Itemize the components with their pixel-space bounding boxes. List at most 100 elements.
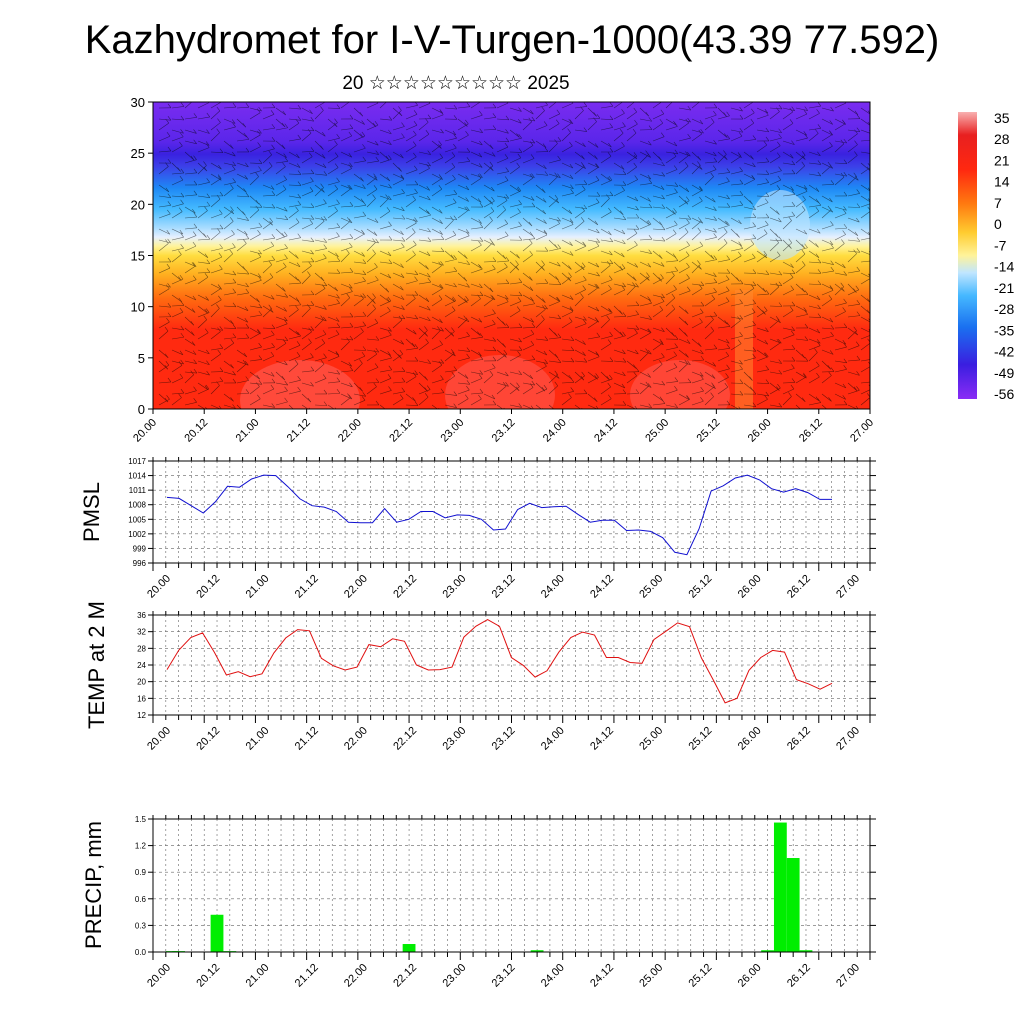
wind-barb-flag (372, 293, 376, 298)
wind-barb-flag (362, 270, 367, 275)
wind-barb-flag (323, 316, 327, 322)
wind-barb-flag (504, 176, 509, 181)
wind-barb-flag (297, 233, 302, 238)
wind-barb-stroke (795, 253, 806, 263)
wind-barb-stroke (587, 217, 599, 226)
wind-barb-stroke (223, 182, 236, 186)
wind-barb-stroke (561, 272, 572, 282)
wind-barb-flag (192, 231, 197, 236)
y-tick-label: 0.6 (135, 895, 147, 904)
wind-barb-flag (557, 244, 561, 249)
wind-barb-flag (775, 238, 779, 243)
wind-barb-flag (230, 206, 234, 211)
wind-barb-stroke (522, 107, 534, 115)
wind-barb-flag (232, 178, 236, 183)
wind-barb-flag (465, 185, 470, 191)
wind-barb-flag (401, 206, 405, 212)
wind-barb-flag (750, 240, 755, 245)
wind-barb-flag (817, 124, 822, 129)
wind-barb-stroke (496, 223, 508, 230)
wind-barb-flag (334, 286, 338, 292)
wind-barb-flag (479, 202, 484, 208)
wind-barb-stroke (288, 162, 301, 168)
wind-barb-flag (518, 199, 522, 205)
wind-barb-flag (661, 293, 665, 299)
wind-barb-stroke (392, 272, 405, 278)
wind-barb-stroke (236, 173, 248, 180)
wind-barb-flag (570, 188, 574, 194)
wind-barb-stroke (756, 254, 767, 263)
wind-barb-flag (856, 237, 861, 242)
wind-barb-flag (232, 270, 237, 276)
wind-barb-stroke (392, 162, 402, 172)
wind-barb-stroke (548, 294, 560, 302)
wind-barb-flag (672, 96, 675, 100)
wind-barb-flag (621, 109, 625, 114)
wind-barb-flag (320, 360, 325, 365)
wind-barb-stroke (860, 272, 870, 278)
wind-barb-flag (710, 326, 715, 331)
wind-barb-flag (258, 380, 263, 385)
wind-barb-stroke (847, 371, 860, 376)
wind-barb-stroke (860, 118, 870, 126)
wind-barb-stroke (444, 353, 455, 362)
wind-barb-flag (360, 294, 364, 299)
wind-barb-stroke (600, 211, 612, 219)
wind-barb-stroke (314, 316, 327, 322)
wind-barb-flag (673, 351, 677, 356)
wind-barb-flag (765, 220, 769, 226)
wind-barb-stroke (327, 381, 340, 384)
wind-barb-flag (466, 157, 471, 162)
wind-barb-stroke (327, 334, 340, 340)
wind-barb-flag (801, 353, 806, 359)
heat-x-tick-label: 23.12 (490, 417, 518, 445)
wind-barb-flag (803, 185, 808, 190)
wind-barb-stroke (444, 375, 455, 384)
wind-barb-stroke (626, 132, 637, 142)
wind-barb-stroke (236, 238, 249, 241)
wind-barb-flag (619, 210, 624, 215)
wind-barb-flag (621, 383, 626, 389)
wind-barb-stroke (301, 217, 314, 220)
wind-barb-stroke (561, 397, 572, 406)
wind-barb-flag (504, 219, 508, 224)
wind-barb-stroke (327, 356, 340, 362)
x-tick-label: 24.00 (539, 725, 567, 753)
wind-barb-stroke (626, 233, 638, 241)
wind-barb-stroke (184, 245, 197, 252)
wind-barb-stroke (301, 331, 312, 340)
wind-barb-flag (843, 342, 847, 348)
wind-barb-stroke (847, 228, 859, 237)
wind-barb-stroke (353, 382, 363, 392)
wind-barb-flag (749, 386, 754, 391)
wind-barb-flag (478, 97, 481, 101)
wind-barb-stroke (704, 161, 717, 164)
wind-barb-stroke (847, 270, 860, 274)
wind-barb-flag (323, 281, 328, 287)
wind-barb-flag (219, 209, 223, 215)
wind-barb-stroke (431, 114, 444, 120)
wind-barb-flag (502, 382, 507, 387)
wind-barb-stroke (353, 129, 364, 138)
wind-barb-flag (543, 350, 548, 356)
wind-barb-stroke (639, 272, 650, 281)
wind-barb-stroke (639, 352, 649, 362)
wind-barb-flag (802, 155, 806, 160)
wind-barb-stroke (821, 224, 834, 230)
wind-barb-flag (725, 351, 730, 357)
wind-barb-flag (697, 260, 701, 265)
wind-barb-flag (622, 357, 627, 363)
wind-barb-flag (713, 311, 718, 317)
wind-barb-flag (307, 397, 312, 403)
x-tick-label: 22.00 (342, 573, 370, 601)
wind-barb-stroke (340, 291, 353, 296)
wind-barb-stroke (418, 184, 430, 191)
wind-barb-flag (622, 371, 626, 376)
wind-barb-flag (283, 262, 287, 267)
wind-barb-stroke (652, 278, 664, 285)
wind-barb-stroke (834, 302, 847, 307)
wind-barb-stroke (600, 265, 611, 274)
wind-barb-flag (778, 217, 782, 223)
wind-barb-stroke (353, 315, 366, 318)
wind-barb-stroke (613, 173, 627, 175)
